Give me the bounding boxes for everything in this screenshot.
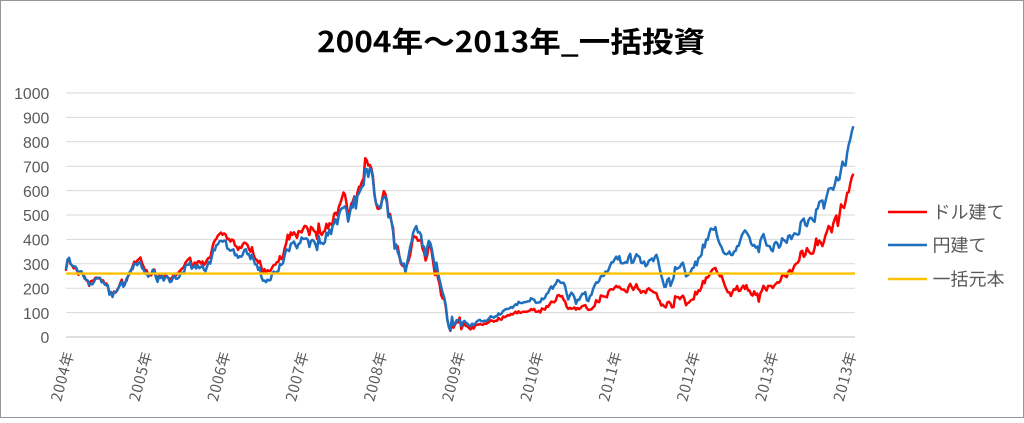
svg-text:900: 900 <box>23 111 50 128</box>
svg-text:100: 100 <box>23 306 50 323</box>
svg-text:800: 800 <box>23 135 50 152</box>
svg-text:700: 700 <box>23 159 50 176</box>
svg-text:500: 500 <box>23 208 50 225</box>
svg-text:600: 600 <box>23 184 50 201</box>
svg-text:200: 200 <box>23 281 50 298</box>
svg-text:400: 400 <box>23 233 50 250</box>
svg-text:300: 300 <box>23 257 50 274</box>
svg-text:1000: 1000 <box>14 86 49 103</box>
svg-text:0: 0 <box>41 330 50 347</box>
